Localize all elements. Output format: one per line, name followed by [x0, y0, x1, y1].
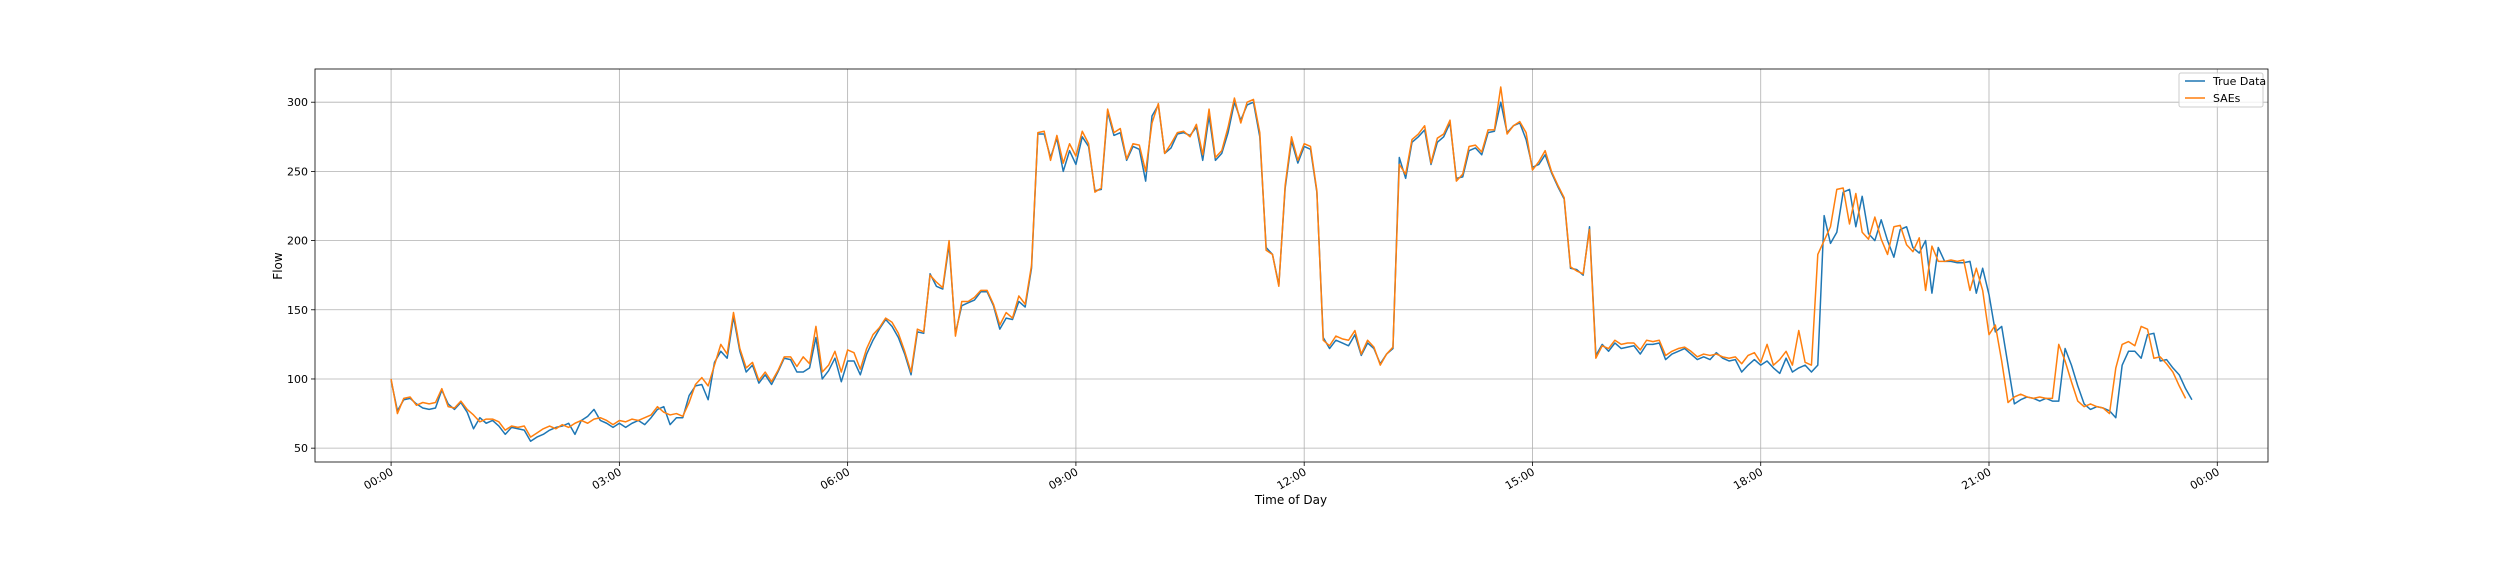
x-tick-label: 03:00 [590, 465, 624, 492]
x-tick-label: 18:00 [1731, 465, 1765, 492]
x-tick-label: 00:00 [2188, 465, 2222, 492]
x-tick-label: 06:00 [818, 465, 852, 492]
x-tick-label: 15:00 [1503, 465, 1537, 492]
x-axis: 00:00 03:00 06:00 09:00 12:00 15:00 18:00 21:00… [362, 462, 2222, 492]
y-tick-label: 100 [287, 373, 308, 386]
x-tick-label: 00:00 [362, 465, 396, 492]
y-axis-label: Flow [271, 252, 285, 280]
y-tick-label: 200 [287, 235, 308, 248]
legend-label-saes: SAEs [2213, 92, 2241, 105]
y-tick-label: 50 [294, 442, 308, 455]
series-line-saes [390, 86, 2187, 438]
plot-frame [314, 68, 2269, 463]
gridlines [315, 69, 2268, 462]
y-tick-label: 300 [287, 96, 308, 109]
legend-label-true-data: True Data [2212, 75, 2266, 88]
series-line-true-data [390, 101, 2193, 442]
y-axis: 50 100 150 200 250 300 [287, 96, 315, 455]
series-lines [390, 86, 2193, 442]
legend: True Data SAEs [2178, 72, 2266, 108]
x-axis-label: Time of Day [1254, 493, 1327, 507]
x-tick-label: 12:00 [1275, 465, 1309, 492]
y-tick-label: 250 [287, 165, 308, 178]
x-tick-label: 09:00 [1046, 465, 1080, 492]
y-tick-label: 150 [287, 304, 308, 317]
x-tick-label: 21:00 [1960, 465, 1994, 492]
